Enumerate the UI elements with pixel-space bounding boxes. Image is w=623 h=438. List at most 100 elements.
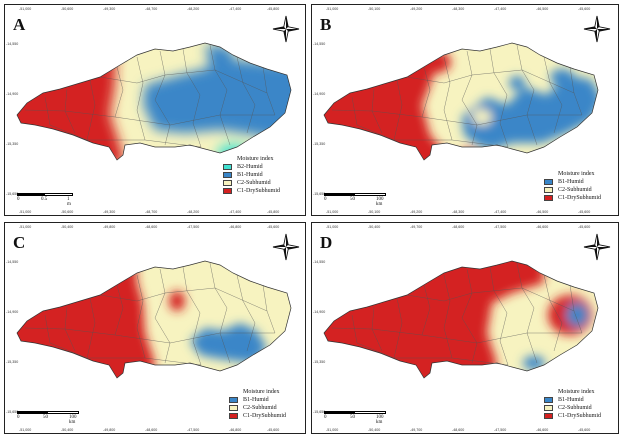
legend-item: C1-DrySubhumid <box>229 412 286 420</box>
legend-item: C1-DrySubhumid <box>544 194 601 202</box>
svg-text:-46,600: -46,600 <box>536 225 548 229</box>
legend: Moisture index B2-Humid B1-Humid C2-Subh… <box>223 155 280 195</box>
svg-text:-46,500: -46,500 <box>536 210 548 214</box>
svg-text:-45,600: -45,600 <box>578 210 590 214</box>
svg-text:-15,350: -15,350 <box>6 142 18 146</box>
svg-text:-48,700: -48,700 <box>145 7 157 11</box>
legend-item: C2-Subhumid <box>223 179 280 187</box>
svg-text:-47,500: -47,500 <box>187 225 199 229</box>
municipal-boundaries-c <box>24 262 276 366</box>
svg-text:-50,400: -50,400 <box>368 225 380 229</box>
legend-item: B1-Humid <box>229 396 286 404</box>
legend-item: C1-DrySubhumid <box>223 187 280 195</box>
svg-text:-47,500: -47,500 <box>187 428 199 432</box>
municipal-boundaries-b <box>331 44 583 148</box>
legend-item: C2-Subhumid <box>544 404 601 412</box>
compass-star-icon <box>583 15 611 43</box>
svg-text:-49,300: -49,300 <box>103 210 115 214</box>
svg-text:-14,550: -14,550 <box>313 42 325 46</box>
svg-text:-14,900: -14,900 <box>6 92 18 96</box>
svg-text:-14,900: -14,900 <box>313 92 325 96</box>
region-outline-d <box>323 260 599 379</box>
legend-title: Moisture index <box>237 156 274 162</box>
svg-text:-47,400: -47,400 <box>494 210 506 214</box>
svg-text:-48,200: -48,200 <box>187 7 199 11</box>
svg-text:-50,100: -50,100 <box>368 7 380 11</box>
svg-text:-50,400: -50,400 <box>61 225 73 229</box>
svg-text:-15,650: -15,650 <box>6 192 18 196</box>
svg-text:-48,300: -48,300 <box>452 7 464 11</box>
svg-text:-45,600: -45,600 <box>578 7 590 11</box>
svg-text:-47,400: -47,400 <box>229 210 241 214</box>
map-canvas-d: -51,000 -50,400 -49,700 -48,600 -47,500 -46,6… <box>313 225 611 432</box>
svg-text:-51,000: -51,000 <box>326 428 338 432</box>
svg-text:-50,600: -50,600 <box>61 7 73 11</box>
svg-text:-46,800: -46,800 <box>229 428 241 432</box>
svg-text:-49,700: -49,700 <box>410 225 422 229</box>
svg-text:-15,650: -15,650 <box>313 410 325 414</box>
compass-star-icon <box>272 15 300 43</box>
svg-text:-51,000: -51,000 <box>326 210 338 214</box>
svg-text:-50,600: -50,600 <box>61 210 73 214</box>
region-outline-c <box>16 260 292 379</box>
panel-label: C <box>13 233 26 252</box>
svg-text:-46,500: -46,500 <box>536 7 548 11</box>
svg-text:-48,200: -48,200 <box>187 210 199 214</box>
svg-text:-45,600: -45,600 <box>267 225 279 229</box>
legend: Moisture index B1-Humid C2-Subhumid C1-D… <box>544 388 601 420</box>
svg-text:-51,000: -51,000 <box>19 225 31 229</box>
scale-bar: 0 0.5 1 m <box>17 193 73 207</box>
svg-text:-46,800: -46,800 <box>229 225 241 229</box>
svg-text:-49,300: -49,300 <box>103 7 115 11</box>
legend-title: Moisture index <box>558 171 595 177</box>
svg-text:-14,550: -14,550 <box>6 260 18 264</box>
svg-text:-48,600: -48,600 <box>452 428 464 432</box>
coordinate-ticks-d: -51,000 -50,400 -49,700 -48,600 -47,500 -46,6… <box>313 225 590 432</box>
coordinate-ticks-b: -51,000 -50,100 -49,200 -48,300 -47,400 -46,5… <box>313 7 590 214</box>
compass-star-icon <box>583 233 611 261</box>
legend-item: B1-Humid <box>544 396 601 404</box>
svg-text:-49,200: -49,200 <box>410 210 422 214</box>
coordinate-ticks-c: -51,000 -50,400 -49,800 -48,600 -47,500 -46,8… <box>6 225 279 432</box>
municipal-boundaries-d <box>331 262 583 366</box>
panel-label: A <box>13 15 26 34</box>
svg-text:-50,100: -50,100 <box>368 210 380 214</box>
svg-text:-14,550: -14,550 <box>313 260 325 264</box>
svg-text:-49,700: -49,700 <box>410 428 422 432</box>
svg-text:-48,600: -48,600 <box>145 428 157 432</box>
svg-text:-51,000: -51,000 <box>326 225 338 229</box>
legend-item: C2-Subhumid <box>229 404 286 412</box>
svg-text:-45,600: -45,600 <box>267 428 279 432</box>
svg-text:-45,600: -45,600 <box>578 428 590 432</box>
svg-text:-45,800: -45,800 <box>267 7 279 11</box>
panel-label: D <box>320 233 333 252</box>
svg-text:-51,000: -51,000 <box>19 210 31 214</box>
svg-text:-45,600: -45,600 <box>578 225 590 229</box>
map-canvas-c: -51,000 -50,400 -49,800 -48,600 -47,500 -46,8… <box>6 225 300 432</box>
svg-text:-45,800: -45,800 <box>267 210 279 214</box>
svg-text:-15,350: -15,350 <box>313 142 325 146</box>
map-panel-c: -51,000 -50,400 -49,800 -48,600 -47,500 -46,8… <box>4 222 306 434</box>
svg-text:-14,900: -14,900 <box>6 310 18 314</box>
svg-text:-15,350: -15,350 <box>313 360 325 364</box>
svg-text:-46,600: -46,600 <box>536 428 548 432</box>
legend: Moisture index B1-Humid C2-Subhumid C1-D… <box>229 388 286 420</box>
svg-text:-48,700: -48,700 <box>145 210 157 214</box>
svg-text:-47,400: -47,400 <box>494 7 506 11</box>
legend-title: Moisture index <box>558 389 595 395</box>
panel-label: B <box>320 15 332 34</box>
scale-bar: 0 50 100 km <box>17 411 79 425</box>
svg-text:-48,300: -48,300 <box>452 210 464 214</box>
map-panel-d: -51,000 -50,400 -49,700 -48,600 -47,500 -46,6… <box>311 222 619 434</box>
scale-bar: 0 50 100 km <box>324 411 386 425</box>
svg-text:-51,000: -51,000 <box>19 428 31 432</box>
region-outline-b <box>323 42 599 161</box>
svg-text:-50,400: -50,400 <box>368 428 380 432</box>
svg-text:-47,400: -47,400 <box>229 7 241 11</box>
svg-text:-50,400: -50,400 <box>61 428 73 432</box>
legend-item: C2-Subhumid <box>544 186 601 194</box>
map-canvas-a: -51,000 -50,600 -49,300 -48,700 -48,200 -47,4… <box>6 7 300 214</box>
svg-text:-15,350: -15,350 <box>6 360 18 364</box>
legend: Moisture index B1-Humid C2-Subhumid C1-D… <box>544 170 601 202</box>
svg-text:-51,000: -51,000 <box>19 7 31 11</box>
